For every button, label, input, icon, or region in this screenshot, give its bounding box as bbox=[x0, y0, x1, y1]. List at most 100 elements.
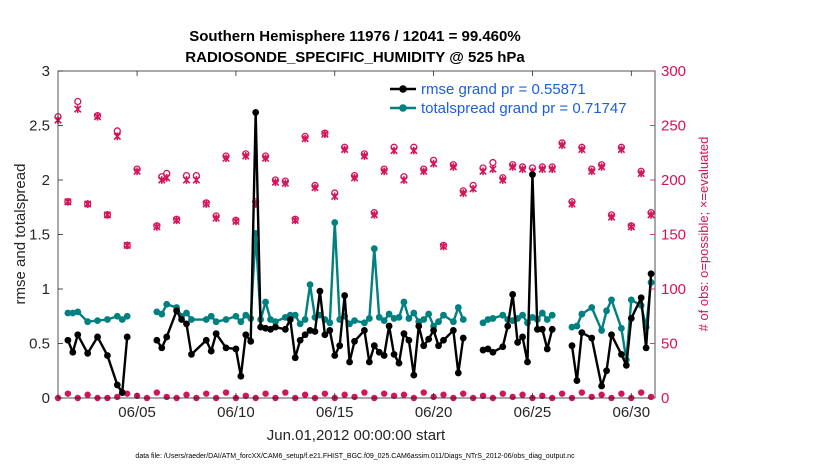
x-tick-label: 06/10 bbox=[217, 404, 255, 421]
totalspread-point bbox=[183, 309, 190, 317]
totalspread-point bbox=[435, 318, 442, 326]
obs-zero-marker bbox=[637, 389, 645, 396]
rmse-point bbox=[647, 270, 655, 278]
totalspread-point bbox=[331, 219, 339, 226]
obs-evaluated-marker bbox=[479, 167, 487, 176]
totalspread-point bbox=[395, 313, 403, 321]
rmse-point bbox=[321, 331, 329, 339]
totalspread-series bbox=[64, 219, 655, 364]
obs-evaluated-marker bbox=[499, 176, 507, 184]
rmse-point bbox=[222, 344, 230, 352]
legend-rmse-marker bbox=[399, 85, 407, 93]
y-tick-label: 3 bbox=[42, 63, 50, 80]
plot-area bbox=[58, 71, 655, 398]
totalspread-point bbox=[123, 312, 131, 320]
totalspread-point bbox=[617, 324, 625, 332]
rmse-point bbox=[202, 336, 210, 344]
x-tick-label: 06/20 bbox=[415, 404, 453, 421]
obs-zero-marker bbox=[499, 390, 506, 397]
obs-evaluated-marker bbox=[172, 216, 181, 225]
totalspread-point bbox=[380, 317, 388, 325]
legend-rmse-label: rmse grand pr = 0.55871 bbox=[421, 81, 586, 98]
totalspread-point bbox=[74, 308, 82, 316]
obs-zero-marker bbox=[183, 391, 190, 398]
obs-evaluated-marker bbox=[617, 145, 626, 154]
obs-evaluated-marker bbox=[508, 163, 517, 171]
rmse-point bbox=[361, 327, 368, 334]
rmse-point bbox=[346, 358, 353, 366]
totalspread-point bbox=[212, 318, 220, 326]
rmse-point bbox=[642, 344, 650, 352]
rmse-point bbox=[533, 325, 541, 333]
totalspread-point bbox=[296, 320, 304, 328]
obs-evaluated-marker bbox=[597, 163, 606, 171]
y-axis-label: rmse and totalspread bbox=[12, 164, 29, 305]
y2-tick-label: 0 bbox=[661, 390, 669, 407]
rmse-point bbox=[385, 322, 393, 330]
totalspread-point bbox=[425, 310, 433, 318]
totalspread-point bbox=[222, 316, 230, 323]
obs-evaluated-marker bbox=[469, 184, 477, 193]
rmse-point bbox=[326, 327, 334, 334]
obs-zero-marker bbox=[242, 392, 249, 400]
obs-possible-marker bbox=[74, 97, 82, 106]
rmse-point bbox=[247, 337, 255, 345]
rmse-point bbox=[173, 307, 181, 315]
rmse-point bbox=[113, 381, 121, 389]
obs-evaluated-marker bbox=[182, 176, 191, 184]
rmse-point bbox=[331, 352, 339, 359]
rmse-point bbox=[242, 331, 250, 339]
obs-zero-marker bbox=[420, 389, 427, 396]
obs-zero-marker bbox=[578, 389, 586, 396]
totalspread-point bbox=[272, 318, 279, 326]
totalspread-point bbox=[375, 313, 383, 321]
obs-evaluated-marker bbox=[350, 173, 359, 182]
legend-totalspread-label: totalspread grand pr = 0.71747 bbox=[421, 100, 627, 117]
rmse-point bbox=[365, 358, 373, 366]
totalspread-point bbox=[454, 304, 462, 311]
rmse-point bbox=[598, 382, 606, 390]
obs-evaluated-marker bbox=[459, 189, 468, 197]
rmse-point bbox=[529, 171, 536, 178]
rmse-point bbox=[316, 287, 324, 295]
obs-zero-marker bbox=[647, 393, 655, 401]
totalspread-point bbox=[113, 312, 121, 320]
obs-evaluated-marker bbox=[83, 200, 92, 208]
plot-marks bbox=[54, 97, 655, 402]
rmse-point bbox=[375, 348, 383, 356]
obs-evaluated-marker bbox=[330, 192, 339, 201]
rmse-point bbox=[296, 336, 304, 344]
obs-evaluated-marker bbox=[538, 165, 547, 173]
totalspread-point bbox=[207, 312, 215, 320]
obs-evaluated-marker bbox=[202, 200, 211, 208]
totalspread-point bbox=[598, 327, 606, 334]
totalspread-point bbox=[459, 316, 467, 323]
rmse-point bbox=[415, 322, 423, 330]
totalspread-point bbox=[420, 316, 428, 323]
rmse-point bbox=[543, 345, 551, 353]
obs-zero-marker bbox=[64, 390, 72, 397]
obs-evaluated-marker bbox=[158, 176, 166, 184]
obs-evaluated-marker bbox=[578, 145, 586, 154]
rmse-point bbox=[390, 351, 398, 358]
rmse-point bbox=[420, 342, 428, 350]
obs-evaluated-marker bbox=[360, 152, 369, 160]
totalspread-point bbox=[158, 310, 166, 318]
rmse-point bbox=[440, 336, 447, 344]
rmse-point bbox=[622, 361, 630, 369]
rmse-point bbox=[183, 320, 190, 328]
rmse-point bbox=[454, 369, 462, 377]
rmse-point bbox=[123, 333, 131, 341]
obs-evaluated-marker bbox=[162, 173, 171, 182]
x-tick-label: 06/05 bbox=[118, 404, 156, 421]
rmse-point bbox=[578, 329, 586, 336]
y-tick-label: 2 bbox=[42, 172, 50, 189]
x-tick-label: 06/15 bbox=[316, 404, 354, 421]
totalspread-point bbox=[94, 317, 101, 325]
obs-zero-marker bbox=[440, 391, 447, 398]
rmse-point bbox=[484, 345, 492, 353]
rmse-point bbox=[410, 371, 418, 379]
totalspread-point bbox=[608, 296, 615, 304]
obs-evaluated-marker bbox=[291, 216, 299, 225]
x-tick-label: 06/30 bbox=[613, 404, 651, 421]
